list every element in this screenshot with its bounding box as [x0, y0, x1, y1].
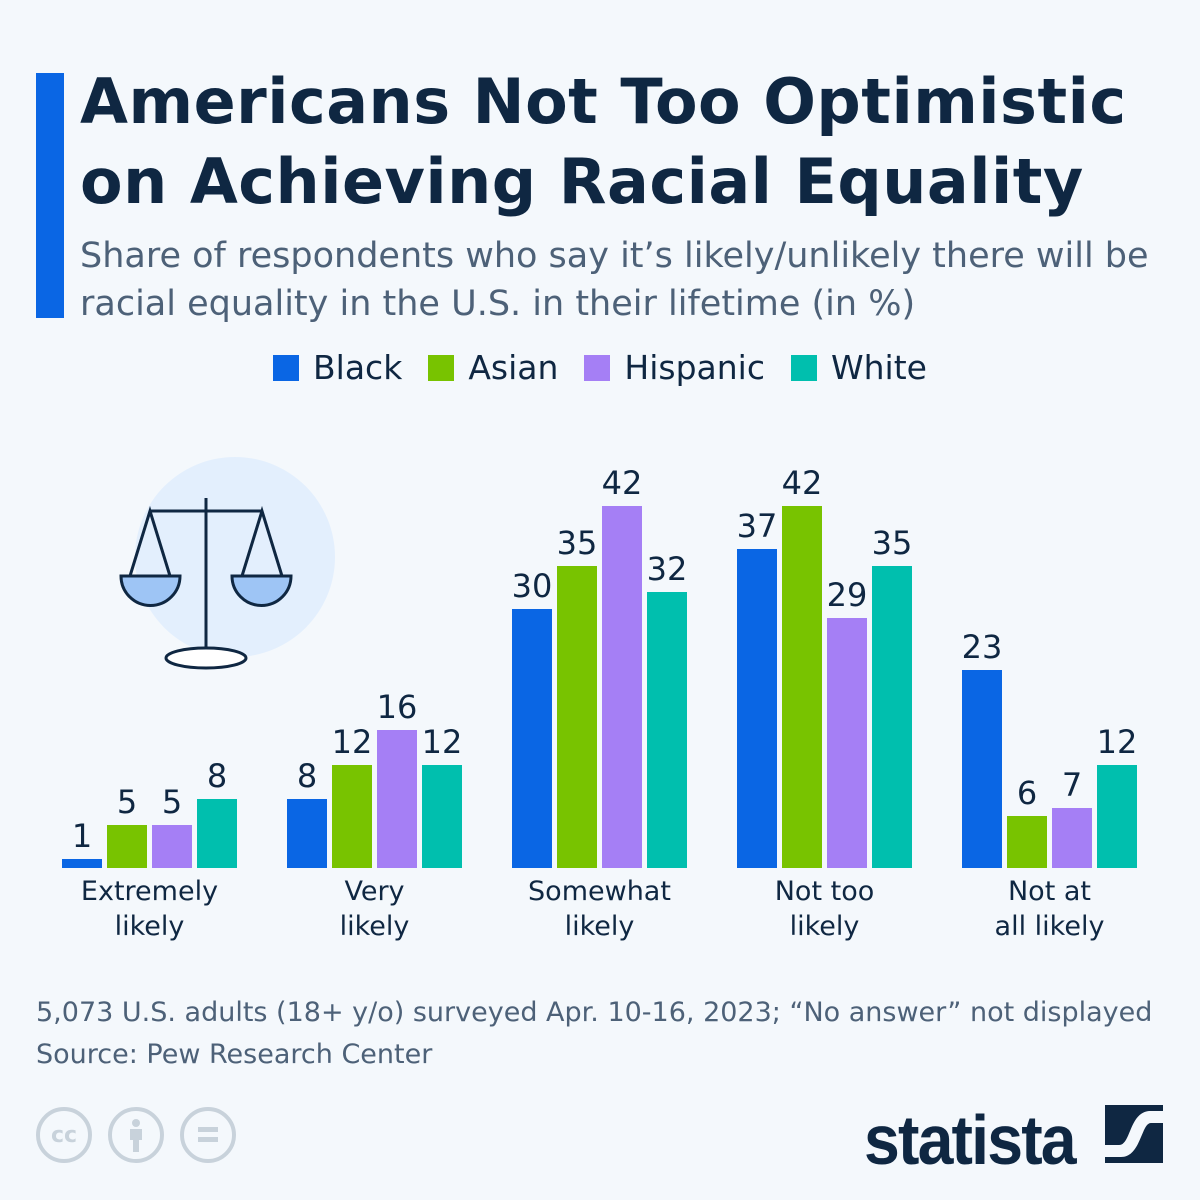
scales-of-justice-icon	[119, 457, 335, 670]
bar-hispanic	[1052, 807, 1092, 868]
bar-asian	[782, 506, 822, 868]
chart-subtitle: Share of respondents who say it’s likely…	[80, 236, 1149, 324]
data-label: 37	[736, 507, 778, 546]
data-label: 23	[961, 627, 1003, 666]
legend-label: Black	[313, 348, 403, 387]
data-label: 16	[376, 688, 418, 727]
cc-icon[interactable]: cc	[36, 1107, 92, 1163]
legend-item-black: Black	[273, 348, 402, 387]
category-label: Not too likely	[774, 876, 875, 942]
legend-item-asian: Asian	[428, 348, 558, 387]
title-accent-bar	[36, 73, 64, 318]
data-label: 35	[556, 524, 598, 563]
data-label: 12	[421, 722, 463, 761]
data-label: 1	[71, 817, 93, 856]
survey-note: 5,073 U.S. adults (18+ y/o) surveyed Apr…	[36, 997, 1153, 1028]
data-label: 29	[826, 576, 868, 615]
legend: Black Asian Hispanic White	[0, 348, 1200, 387]
data-label: 42	[781, 464, 823, 502]
data-label: 5	[116, 782, 138, 821]
chart-title: Americans Not Too Optimistic on Achievin…	[80, 65, 1127, 218]
legend-swatch	[428, 354, 455, 381]
data-label: 6	[1016, 774, 1038, 813]
no-derivatives-icon[interactable]	[180, 1107, 236, 1163]
bar-hispanic	[827, 618, 867, 868]
bar-hispanic	[602, 506, 642, 868]
attribution-icon[interactable]	[108, 1107, 164, 1163]
legend-swatch	[273, 354, 300, 381]
category-label: Not at all likely	[994, 876, 1105, 942]
legend-item-hispanic: Hispanic	[584, 348, 765, 387]
legend-swatch	[790, 354, 817, 381]
data-label: 5	[161, 782, 183, 821]
statista-logo-mark-icon	[1105, 1105, 1163, 1163]
legend-label: Hispanic	[624, 348, 765, 387]
data-label: 30	[511, 567, 553, 606]
category-label: Extremely likely	[80, 876, 219, 942]
bar-white	[422, 764, 462, 868]
bar-asian	[332, 764, 372, 868]
source-note: Source: Pew Research Center	[36, 1039, 433, 1070]
bar-white	[647, 592, 687, 868]
data-label: 8	[206, 757, 228, 796]
footnote: 5,073 U.S. adults (18+ y/o) surveyed Apr…	[36, 992, 1152, 1076]
bar-asian	[107, 824, 147, 868]
category-label: Very likely	[339, 876, 410, 942]
data-label: 35	[871, 524, 913, 563]
bar-black	[512, 609, 552, 868]
legend-swatch	[584, 354, 611, 381]
data-label: 32	[646, 550, 688, 589]
data-label: 42	[601, 464, 643, 502]
bar-black	[287, 799, 327, 868]
data-label: 8	[296, 757, 318, 796]
bar-black	[62, 859, 102, 868]
data-label: 12	[331, 722, 373, 761]
bar-black	[737, 549, 777, 868]
bar-hispanic	[377, 730, 417, 868]
bar-white	[1097, 764, 1137, 868]
data-label: 12	[1096, 722, 1138, 761]
bar-black	[962, 669, 1002, 868]
legend-item-white: White	[790, 348, 927, 387]
bar-white	[872, 566, 912, 868]
bar-asian	[557, 566, 597, 868]
data-label: 7	[1061, 765, 1083, 804]
category-label: Somewhat likely	[528, 876, 671, 942]
legend-label: White	[830, 348, 927, 387]
bar-hispanic	[152, 824, 192, 868]
legend-label: Asian	[468, 348, 559, 387]
bar-white	[197, 799, 237, 868]
bar-asian	[1007, 816, 1047, 868]
statista-logo[interactable]: statista	[864, 1101, 1077, 1179]
